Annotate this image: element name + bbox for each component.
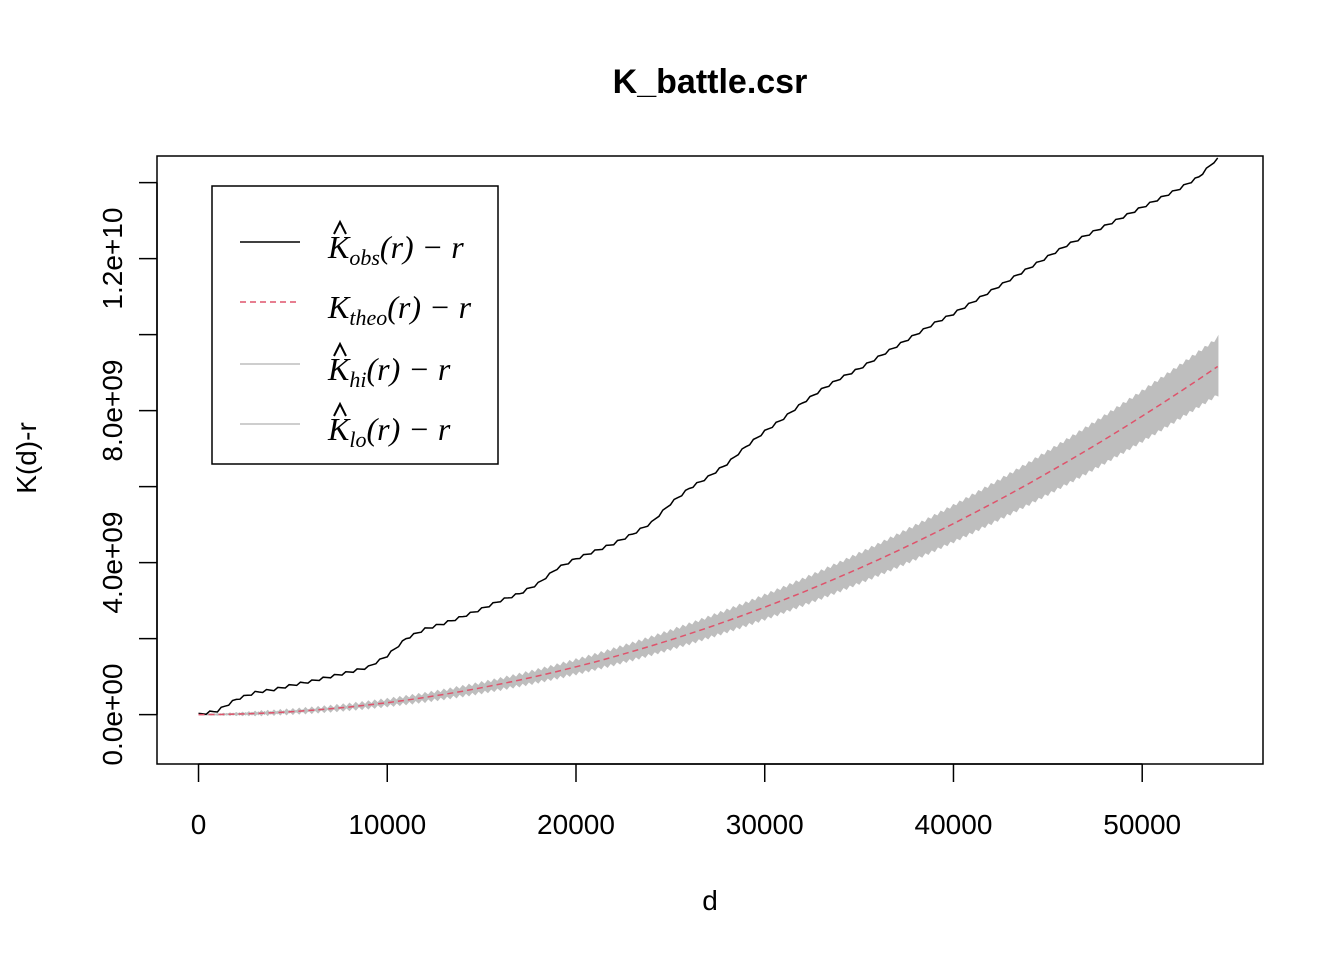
y-axis: 0.0e+00 4.0e+09 8.0e+09 1.2e+10	[97, 181, 158, 766]
y-tick-label: 4.0e+09	[97, 512, 128, 614]
legend-label-suffix: (r) − r	[380, 229, 464, 265]
y-tick-label: 1.2e+10	[97, 208, 128, 310]
legend-hat-obs	[333, 219, 347, 235]
legend-label-subscript: theo	[349, 305, 387, 330]
legend-label-base: K	[327, 351, 351, 387]
chart-title: K_battle.csr	[613, 63, 808, 101]
legend-hat-hi	[333, 341, 347, 357]
legend-label-suffix: (r) − r	[366, 411, 450, 447]
x-axis-label: d	[702, 885, 718, 916]
legend-label-suffix: (r) − r	[387, 289, 471, 325]
y-tick-label: 0.0e+00	[97, 664, 128, 766]
x-tick-label: 30000	[726, 809, 804, 840]
legend-hat-lo	[333, 401, 347, 417]
x-tick-label: 50000	[1103, 809, 1181, 840]
x-tick-label: 10000	[348, 809, 426, 840]
x-tick-label: 0	[191, 809, 207, 840]
x-axis: 0 10000 20000 30000 40000 50000	[191, 763, 1181, 840]
y-axis-label: K(d)-r	[11, 422, 42, 494]
x-tick-label: 40000	[915, 809, 993, 840]
legend-label-base: K	[327, 411, 351, 447]
legend-label-theo: Ktheo(r) − r	[327, 289, 472, 330]
series-line-theo	[198, 365, 1219, 716]
legend-box	[211, 185, 499, 465]
legend-label-obs: Kobs(r) − r	[327, 229, 464, 270]
legend-label-base: K	[327, 289, 351, 325]
series-line-obs	[198, 157, 1219, 716]
legend-label-subscript: lo	[349, 427, 366, 452]
x-tick-label: 20000	[537, 809, 615, 840]
legend-label-subscript: obs	[349, 245, 380, 270]
legend-label-base: K	[327, 229, 351, 265]
legend-label-suffix: (r) − r	[366, 351, 450, 387]
legend-label-lo: Klo(r) − r	[327, 411, 451, 452]
legend-label-hi: Khi(r) − r	[327, 351, 451, 392]
legend-label-subscript: hi	[349, 367, 366, 392]
y-tick-label: 8.0e+09	[97, 360, 128, 462]
